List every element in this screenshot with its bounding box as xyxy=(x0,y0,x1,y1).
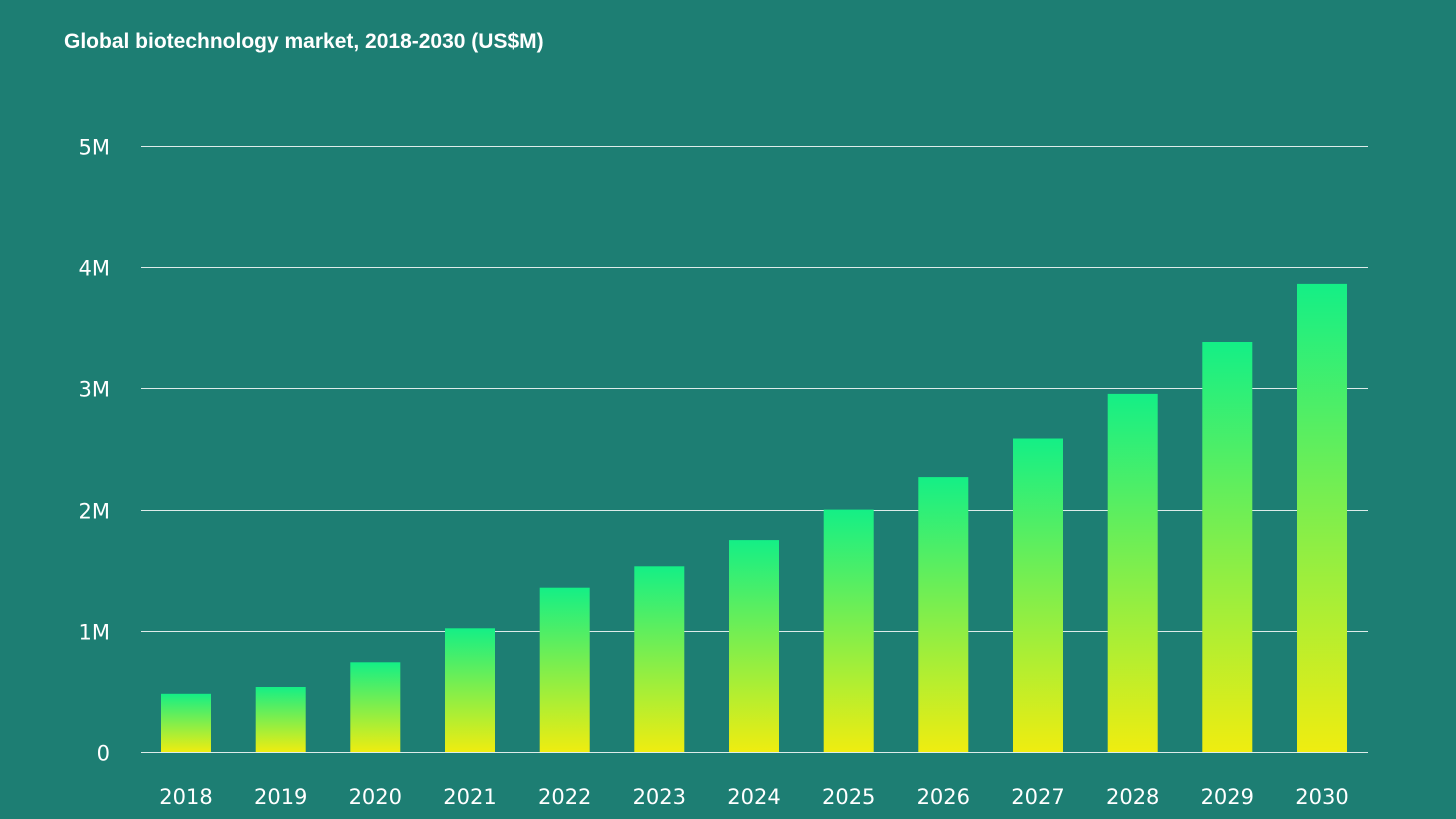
x-tick-label: 2022 xyxy=(538,785,591,809)
x-tick-label: 2023 xyxy=(633,785,686,809)
y-tick-label: 1M xyxy=(79,621,110,645)
bar-2028 xyxy=(1107,393,1158,752)
y-tick-label: 5M xyxy=(79,136,110,160)
x-tick-label: 2026 xyxy=(917,785,970,809)
bar-2026 xyxy=(918,477,969,752)
x-tick-label: 2030 xyxy=(1295,785,1348,809)
bar-2021 xyxy=(445,628,495,752)
x-tick-label: 2024 xyxy=(727,785,780,809)
y-tick-label: 0 xyxy=(97,742,110,766)
bar-2029 xyxy=(1202,342,1253,752)
chart-title: Global biotechnology market, 2018-2030 (… xyxy=(64,30,544,53)
bar-2025 xyxy=(823,509,874,752)
bar-2018 xyxy=(161,693,211,752)
bar-2023 xyxy=(634,566,685,752)
x-tick-label: 2020 xyxy=(349,785,402,809)
bar-2030 xyxy=(1297,283,1347,752)
bar-2020 xyxy=(350,662,401,752)
x-tick-label: 2027 xyxy=(1011,785,1064,809)
y-tick-label: 4M xyxy=(79,257,110,281)
y-tick-label: 2M xyxy=(79,500,110,524)
x-tick-label: 2019 xyxy=(254,785,307,809)
x-tick-label: 2018 xyxy=(159,785,212,809)
x-axis-ticks: 2018 2019 2020 2021 2022 2023 2024 2025 2026 2027… xyxy=(159,785,1348,809)
y-axis-ticks: 0 1M 2M 3M 4M 5M xyxy=(79,136,110,766)
bar-2027 xyxy=(1013,438,1063,752)
x-tick-label: 2029 xyxy=(1201,785,1254,809)
bar-2024 xyxy=(729,540,779,752)
bars xyxy=(161,283,1347,752)
y-tick-label: 3M xyxy=(79,378,110,402)
bar-2019 xyxy=(255,687,306,752)
x-tick-label: 2021 xyxy=(443,785,496,809)
x-tick-label: 2025 xyxy=(822,785,875,809)
bar-2022 xyxy=(539,587,590,752)
x-tick-label: 2028 xyxy=(1106,785,1159,809)
